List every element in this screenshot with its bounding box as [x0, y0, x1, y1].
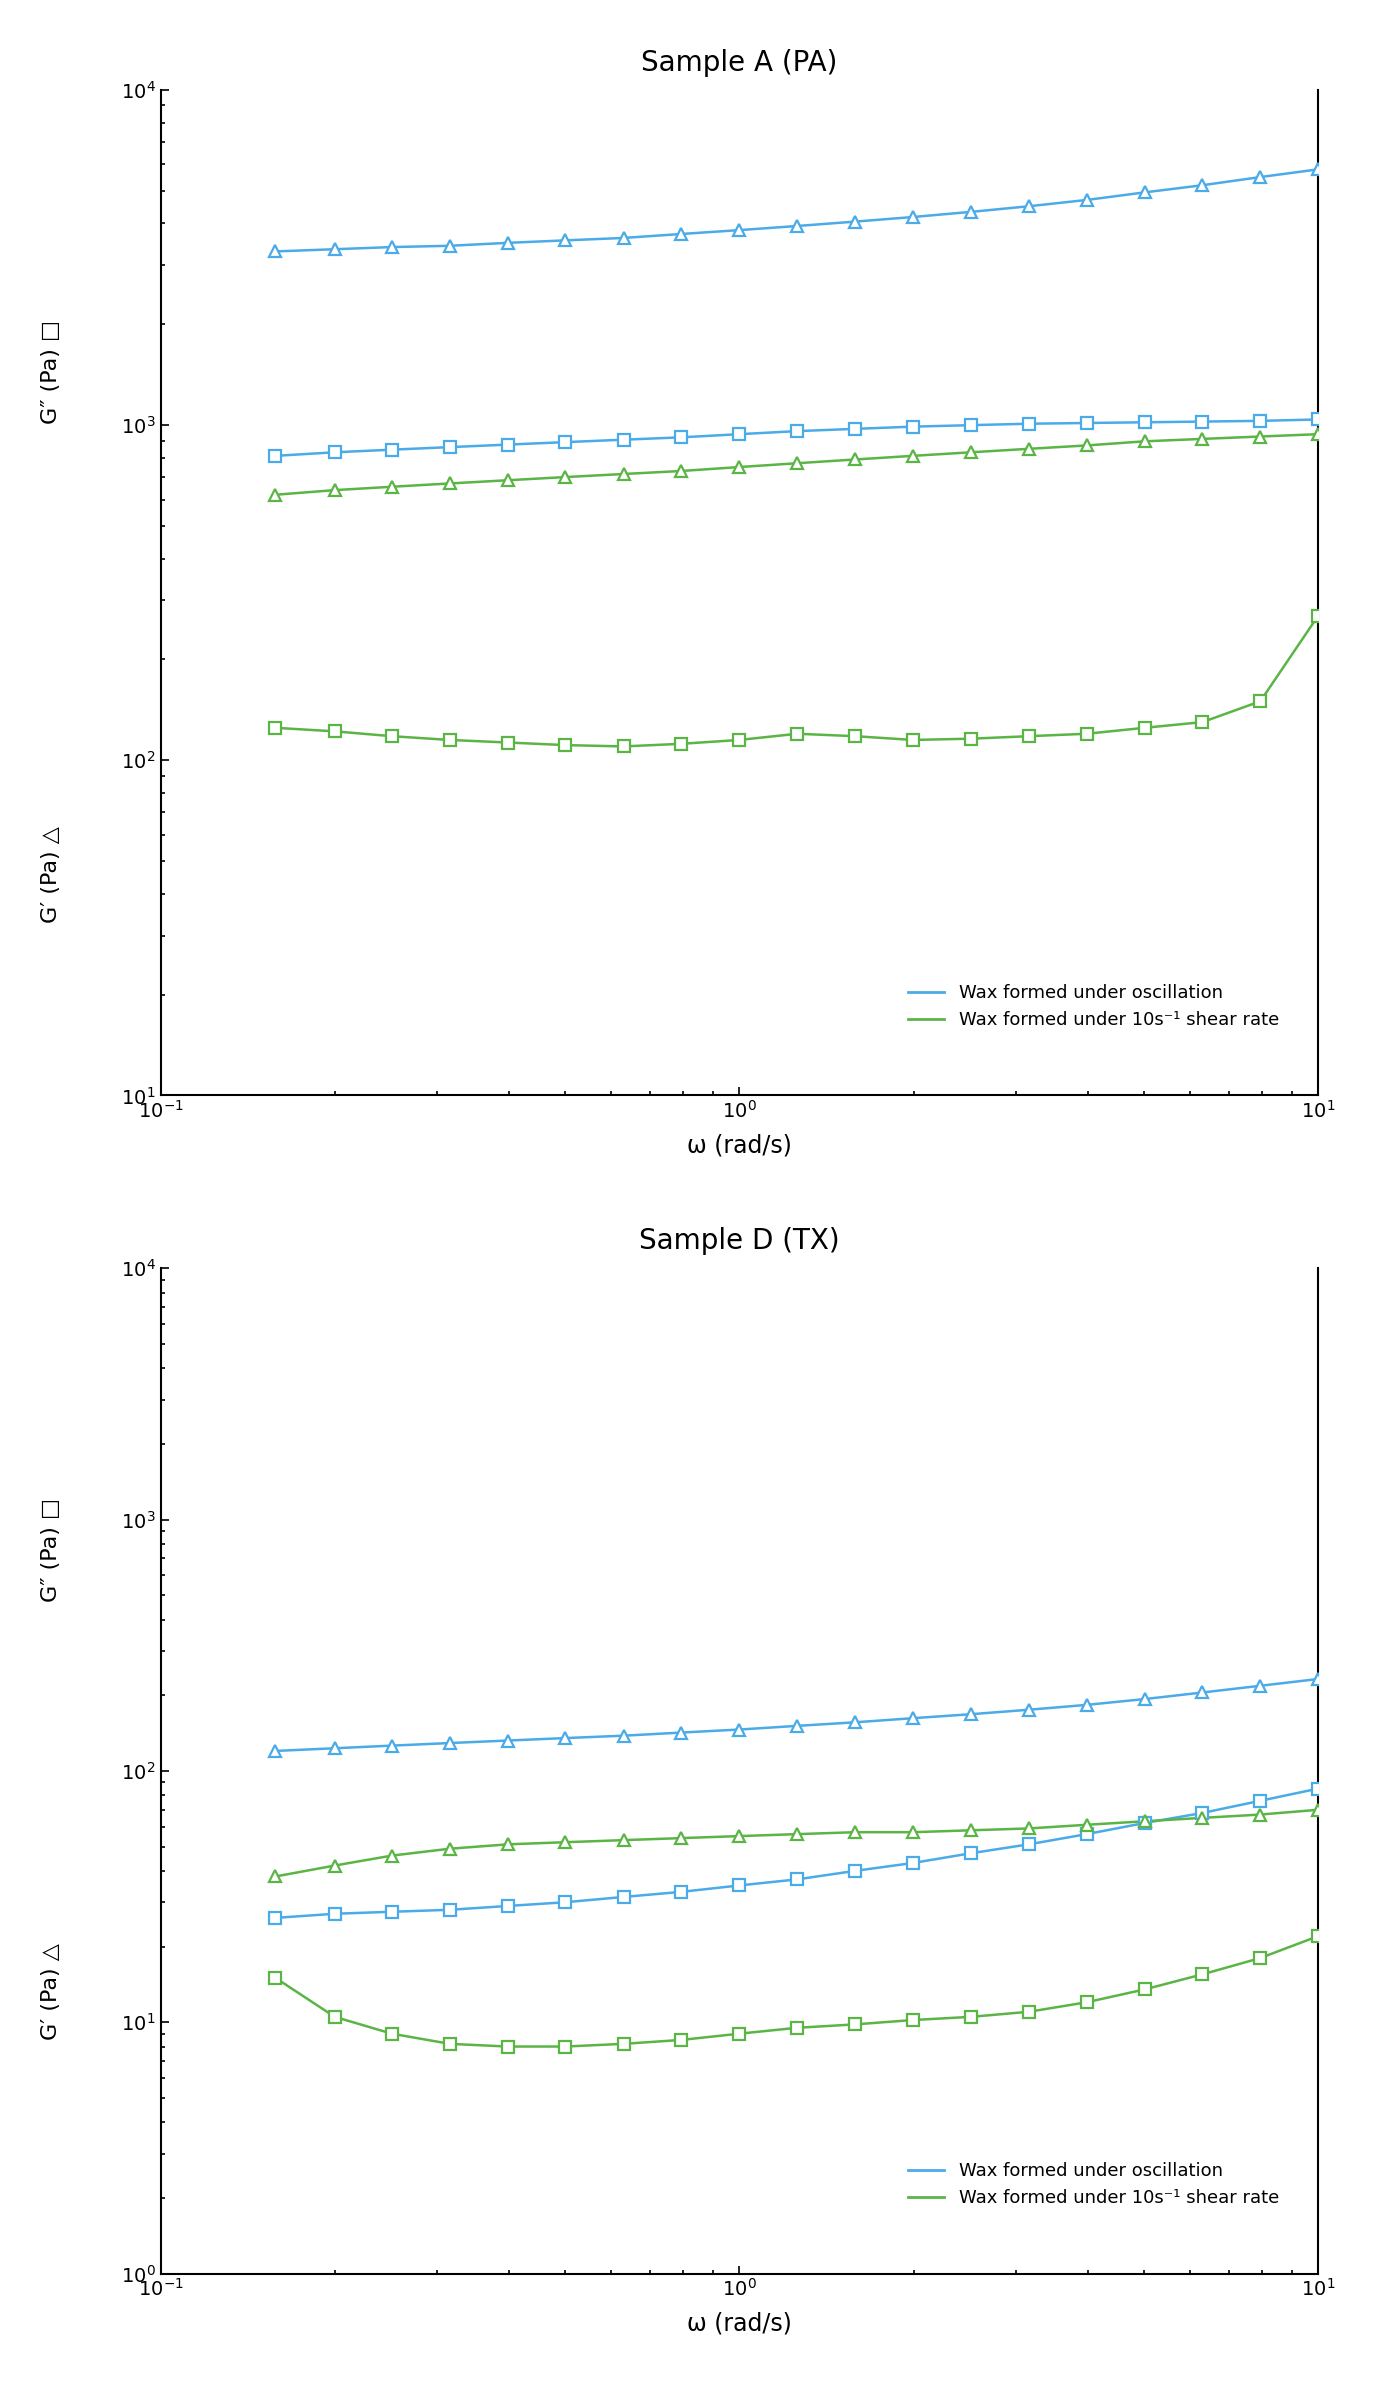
- Legend: Wax formed under oscillation, Wax formed under 10s⁻¹ shear rate: Wax formed under oscillation, Wax formed…: [901, 2155, 1286, 2215]
- Title: Sample A (PA): Sample A (PA): [641, 48, 837, 76]
- Text: G″ (Pa) □: G″ (Pa) □: [40, 319, 61, 424]
- Text: G″ (Pa) □: G″ (Pa) □: [40, 1497, 61, 1602]
- X-axis label: ω (rad/s): ω (rad/s): [686, 1132, 792, 1156]
- Text: G′ (Pa) △: G′ (Pa) △: [40, 825, 61, 923]
- Text: G′ (Pa) △: G′ (Pa) △: [40, 1943, 61, 2041]
- Legend: Wax formed under oscillation, Wax formed under 10s⁻¹ shear rate: Wax formed under oscillation, Wax formed…: [901, 977, 1286, 1037]
- Title: Sample D (TX): Sample D (TX): [639, 1228, 840, 1254]
- X-axis label: ω (rad/s): ω (rad/s): [686, 2312, 792, 2336]
